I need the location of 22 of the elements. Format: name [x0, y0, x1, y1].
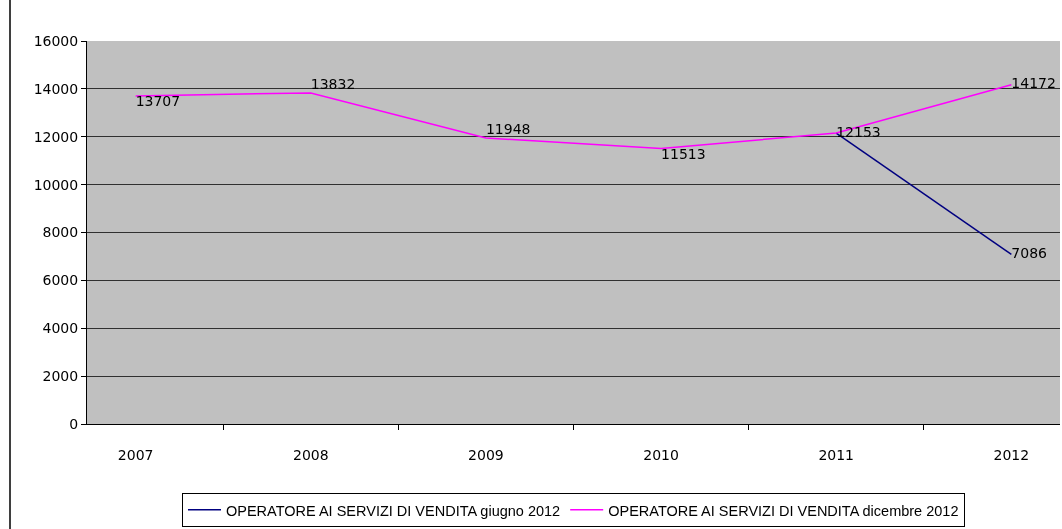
- data-label: 14172: [1011, 75, 1056, 92]
- y-tick-label: 12000: [33, 128, 79, 145]
- data-label: 7086: [1011, 244, 1048, 261]
- x-tick-label: 2008: [292, 446, 329, 463]
- y-tick-label: 10000: [33, 176, 79, 193]
- x-tick-label: 2012: [993, 446, 1030, 463]
- data-label: 11513: [661, 145, 706, 162]
- legend-label: OPERATORE AI SERVIZI DI VENDITA giugno 2012: [226, 502, 561, 519]
- data-label: 13707: [135, 93, 181, 110]
- y-tick-label: 4000: [42, 320, 79, 337]
- x-tick-label: 2010: [643, 446, 679, 463]
- legend-label: OPERATORE AI SERVIZI DI VENDITA dicembre 2012: [608, 502, 959, 519]
- y-tick-label: 16000: [33, 32, 79, 49]
- y-tick-label: 0: [69, 415, 79, 432]
- data-label: 11948: [485, 121, 531, 138]
- x-tick-label: 2011: [818, 446, 855, 463]
- x-tick-label: 2007: [117, 446, 154, 463]
- y-tick-label: 14000: [33, 80, 79, 97]
- x-tick-label: 2009: [468, 446, 504, 463]
- y-tick-label: 2000: [42, 368, 79, 385]
- y-tick-label: 8000: [42, 224, 79, 241]
- y-tick-label: 6000: [42, 272, 79, 289]
